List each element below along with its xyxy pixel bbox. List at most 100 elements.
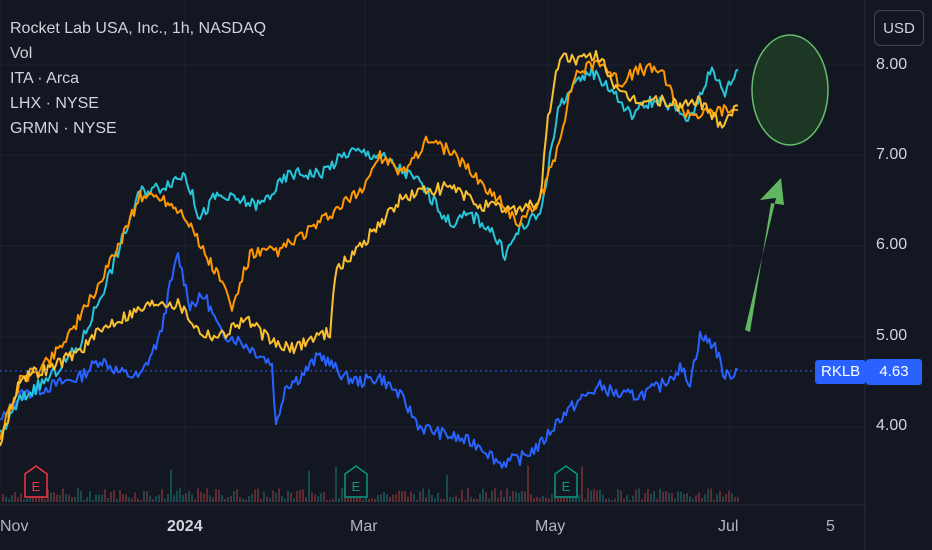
volume-bar [704, 494, 706, 502]
volume-bar [53, 492, 55, 502]
volume-bar [428, 489, 430, 502]
volume-bar [302, 489, 304, 502]
series-line-rklb [0, 252, 739, 469]
earnings-marker[interactable]: E [24, 465, 48, 498]
volume-bar [182, 494, 184, 502]
volume-bar [368, 498, 370, 502]
volume-bar [467, 488, 469, 502]
volume-bar [557, 493, 559, 502]
volume-bar [455, 495, 457, 502]
volume-bar [14, 492, 16, 502]
volume-bar [434, 497, 436, 502]
volume-bar [185, 493, 187, 502]
volume-bar [191, 494, 193, 502]
volume-bar [320, 493, 322, 502]
currency-button[interactable]: USD [874, 10, 924, 46]
y-tick-label: 6.00 [876, 236, 908, 253]
volume-bar [77, 488, 79, 502]
volume-bar [296, 490, 298, 502]
volume-bar [8, 499, 10, 502]
series-line-ita [0, 64, 739, 434]
volume-bar [545, 497, 547, 502]
volume-bar [722, 496, 724, 502]
volume-bar [689, 496, 691, 502]
volume-bar [347, 496, 349, 502]
volume-bar [257, 488, 259, 502]
volume-bar [29, 497, 31, 502]
target-circle[interactable] [751, 34, 829, 146]
volume-bar [143, 491, 145, 502]
earnings-marker[interactable]: E [554, 465, 578, 498]
volume-bar [674, 498, 676, 502]
volume-bar [416, 499, 418, 502]
chart-series [0, 50, 739, 469]
volume-bar [125, 494, 127, 502]
volume-bar [413, 494, 415, 502]
last-price-label: 4.63 [866, 359, 922, 385]
volume-bar [482, 488, 484, 502]
volume-bar [728, 490, 730, 502]
volume-bar [584, 498, 586, 502]
volume-bar [572, 495, 574, 502]
legend-compare-ita[interactable]: ITA · Arca [10, 70, 80, 87]
up-arrow[interactable] [745, 178, 784, 332]
volume-bar [80, 491, 82, 502]
volume-bar [89, 491, 91, 502]
volume-bar [533, 498, 535, 502]
volume-bar [128, 497, 130, 502]
volume-bar [371, 498, 373, 502]
volume-bar [59, 495, 61, 502]
volume-bar [608, 498, 610, 502]
chart-legend: Rocket Lab USA, Inc., 1h, NASDAQ Vol ITA… [10, 16, 266, 141]
volume-bar [449, 497, 451, 502]
x-tick-label: 2024 [167, 518, 203, 535]
volume-bar [290, 492, 292, 502]
volume-bar [272, 490, 274, 502]
volume-bar [299, 489, 301, 502]
volume-bar [422, 488, 424, 502]
earnings-marker[interactable]: E [344, 465, 368, 498]
y-tick-label: 5.00 [876, 327, 908, 344]
volume-bar [71, 497, 73, 502]
volume-bar [695, 495, 697, 502]
volume-bar [656, 498, 658, 502]
legend-compare-lhx[interactable]: LHX · NYSE [10, 95, 99, 112]
volume-bar [458, 498, 460, 502]
volume-bar [698, 492, 700, 502]
volume-bar [548, 498, 550, 502]
earnings-marker-label: E [352, 479, 361, 494]
volume-bar [719, 490, 721, 502]
x-tick-label: 5 [826, 518, 835, 535]
volume-bar [473, 498, 475, 502]
volume-bar [590, 490, 592, 502]
legend-title[interactable]: Rocket Lab USA, Inc., 1h, NASDAQ [10, 20, 267, 37]
x-tick-label: Jul [718, 518, 739, 535]
volume-bar [377, 495, 379, 502]
volume-bar [512, 490, 514, 502]
volume-bar [251, 494, 253, 502]
volume-bar [242, 498, 244, 502]
volume-bar [95, 494, 97, 502]
volume-bar [269, 498, 271, 502]
volume-bar [17, 497, 19, 502]
legend-vol[interactable]: Vol [10, 45, 33, 62]
volume-bar [179, 488, 181, 502]
volume-bar [305, 497, 307, 502]
volume-bar [2, 494, 4, 502]
volume-bar [224, 498, 226, 502]
volume-bar [149, 495, 151, 502]
volume-bar [716, 494, 718, 502]
volume-bar [635, 489, 637, 502]
volume-bar [287, 491, 289, 502]
volume-bar [335, 466, 337, 502]
legend-compare-grmn[interactable]: GRMN · NYSE [10, 120, 117, 137]
volume-bar [293, 498, 295, 502]
volume-bar [266, 496, 268, 502]
volume-bar [419, 491, 421, 502]
volume-bar [230, 496, 232, 502]
volume-bar [209, 495, 211, 502]
volume-bar [617, 489, 619, 502]
volume-bar [140, 499, 142, 502]
volume-bar [233, 491, 235, 502]
